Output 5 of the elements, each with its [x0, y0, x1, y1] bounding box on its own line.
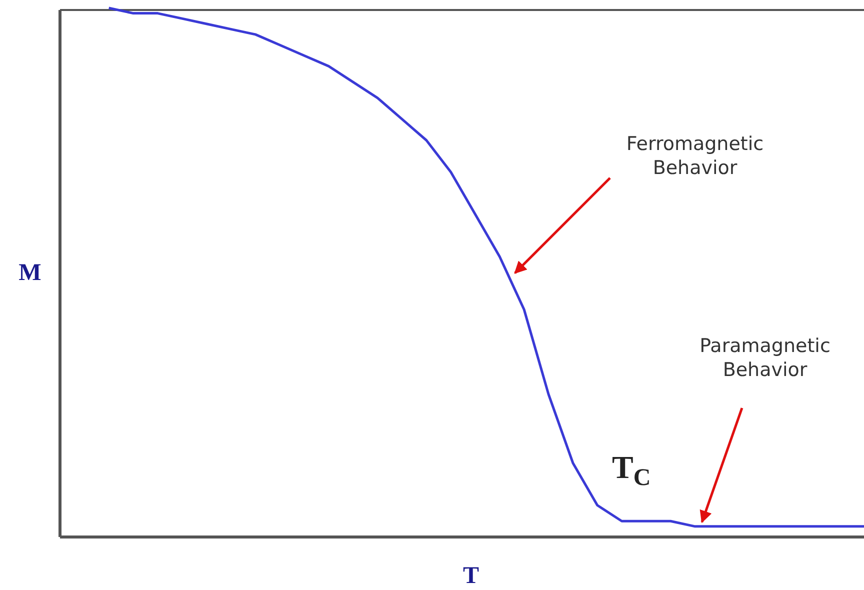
annotation: Ferromagnetic Behavior: [626, 133, 764, 179]
annotation: T$_{C}$: [612, 449, 651, 492]
y-axis-title: M: [18, 260, 42, 286]
x-axis-title: T: [462, 563, 480, 589]
annotation: Paramagnetic Behavior: [700, 335, 830, 381]
